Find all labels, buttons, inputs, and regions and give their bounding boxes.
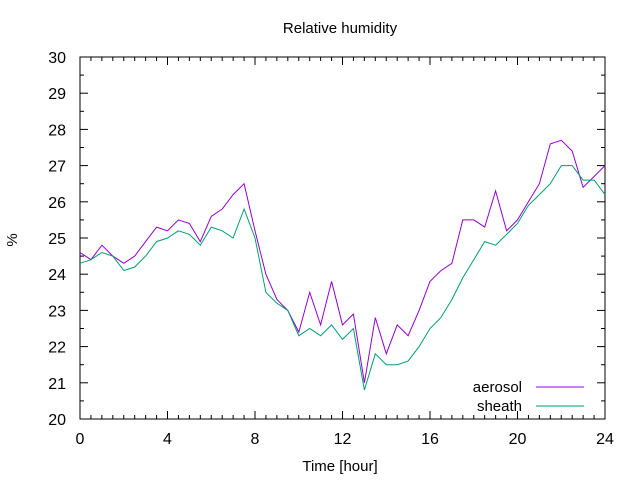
y-tick-label: 27 (48, 159, 66, 176)
x-tick-label: 8 (251, 431, 260, 448)
x-tick-label: 16 (421, 431, 439, 448)
data-series (79, 139, 606, 391)
y-tick-label: 21 (48, 376, 66, 393)
y-tick-label: 24 (48, 267, 66, 284)
plot-frame (79, 56, 606, 420)
x-tick-label: 0 (76, 431, 85, 448)
series-line-aerosol (79, 139, 606, 383)
x-axis-title: Time [hour] (302, 458, 377, 475)
y-tick-label: 28 (48, 122, 66, 139)
y-tick-label: 30 (48, 50, 66, 67)
y-tick-label: 26 (48, 195, 66, 212)
y-tick-label: 22 (48, 340, 66, 357)
y-tick-label: 20 (48, 412, 66, 429)
x-tick-label: 24 (596, 431, 614, 448)
x-tick-label: 4 (163, 431, 172, 448)
y-axis-title: % (4, 233, 21, 246)
legend-label-aerosol: aerosol (473, 379, 522, 396)
chart-title: Relative humidity (283, 20, 398, 37)
x-tick-label: 12 (334, 431, 352, 448)
legend-label-sheath: sheath (477, 398, 522, 415)
y-tick-label: 29 (48, 86, 66, 103)
axis-ticks: 20 21 22 23 24 25 26 27 28 29 30 0 4 8 12 16 20 24 (48, 50, 614, 448)
series-line-sheath (79, 165, 606, 391)
legend: aerosol sheath (473, 379, 584, 415)
y-tick-label: 25 (48, 231, 66, 248)
y-tick-label: 23 (48, 303, 66, 320)
x-tick-label: 20 (509, 431, 527, 448)
